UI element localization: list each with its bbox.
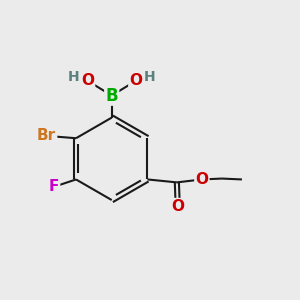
Text: O: O: [129, 73, 142, 88]
Text: B: B: [105, 86, 118, 104]
Text: O: O: [171, 199, 184, 214]
Text: O: O: [195, 172, 208, 187]
Text: H: H: [144, 70, 156, 84]
Text: H: H: [68, 70, 79, 84]
Text: O: O: [81, 73, 94, 88]
Text: Br: Br: [37, 128, 56, 143]
Text: F: F: [49, 179, 59, 194]
